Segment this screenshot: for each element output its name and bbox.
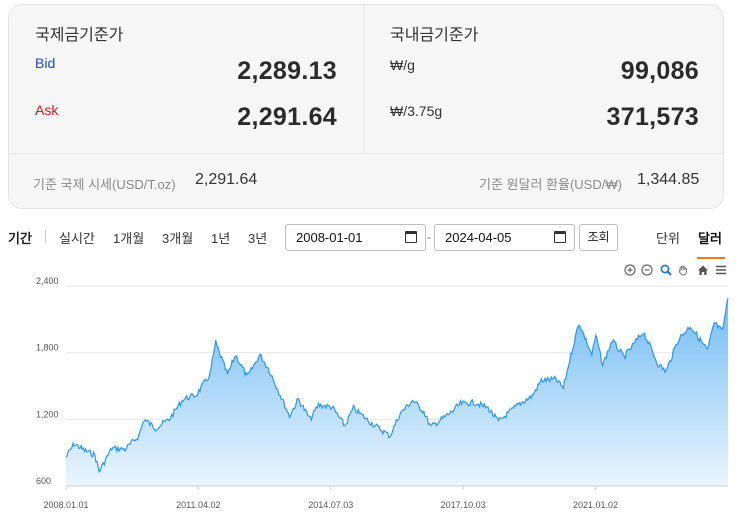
international-title: 국제금기준가 <box>35 27 124 44</box>
bid-label: Bid <box>35 55 56 71</box>
x-tick-label: 2014.07.03 <box>308 500 353 510</box>
fx-reference-label: 기준 원달러 환율(USD/₩) <box>479 177 622 192</box>
start-date-value: 2008-01-01 <box>296 230 363 245</box>
pan-hand-icon[interactable] <box>677 264 689 276</box>
period-1month-button[interactable]: 1개월 <box>113 231 145 246</box>
bid-value: 2,289.13 <box>237 57 337 85</box>
period-title: 기간 <box>8 231 32 246</box>
zoom-out-icon[interactable] <box>641 264 653 276</box>
zoom-in-icon[interactable] <box>624 264 636 276</box>
y-tick-label: 2,400 <box>36 276 59 286</box>
per-gram-value: 99,086 <box>620 57 699 85</box>
y-tick-label: 600 <box>36 476 51 486</box>
chart-toolbar <box>624 264 734 278</box>
intl-reference-label: 기준 국제 시세(USD/T.oz) <box>33 177 176 192</box>
price-summary-card: 국제금기준가 Bid 2,289.13 Ask 2,291.64 국내금기준가 … <box>8 4 724 209</box>
international-price-panel: 국제금기준가 Bid 2,289.13 Ask 2,291.64 <box>9 5 364 153</box>
start-date-input[interactable]: 2008-01-01 <box>285 224 426 251</box>
x-tick-label: 2017.10.03 <box>441 500 486 510</box>
menu-icon[interactable] <box>715 264 727 276</box>
unit-title: 단위 <box>656 231 680 246</box>
search-button[interactable]: 조회 <box>579 224 618 251</box>
fx-reference-value: 1,344.85 <box>637 171 700 188</box>
period-3month-button[interactable]: 3개월 <box>162 231 194 246</box>
calendar-icon[interactable] <box>554 231 566 243</box>
period-selector: 기간 실시간 1개월 3개월 1년 3년 2008-01-01 - 2024-0… <box>0 218 743 259</box>
intl-reference-value: 2,291.64 <box>195 171 258 188</box>
home-icon[interactable] <box>697 264 709 276</box>
end-date-input[interactable]: 2024-04-05 <box>434 224 575 251</box>
ask-label: Ask <box>35 102 59 118</box>
price-line <box>65 298 729 474</box>
per-gram-label: ₩/g <box>390 57 415 73</box>
active-tab-indicator <box>697 257 725 259</box>
x-tick-label: 2008.01.01 <box>43 500 88 510</box>
divider <box>45 230 46 243</box>
y-tick-label: 1,200 <box>36 409 59 419</box>
period-3year-button[interactable]: 3년 <box>248 231 268 246</box>
x-tick-label: 2011.04.02 <box>176 500 220 510</box>
reference-rates-footer: 기준 국제 시세(USD/T.oz) 2,291.64 기준 원달러 환율(US… <box>9 153 723 208</box>
domestic-title: 국내금기준가 <box>390 27 479 44</box>
domestic-price-panel: 국내금기준가 ₩/g 99,086 ₩/3.75g 371,573 <box>364 5 723 153</box>
per-don-value: 371,573 <box>606 103 699 131</box>
x-axis: 2008.01.01 2011.04.02 2014.07.03 2017.10.03… <box>43 485 728 510</box>
per-don-label: ₩/3.75g <box>390 103 443 119</box>
y-tick-label: 1,800 <box>36 343 59 353</box>
y-axis: 600 1,200 1,800 2,400 <box>36 276 59 486</box>
end-date-value: 2024-04-05 <box>445 230 512 245</box>
unit-dollar-tab[interactable]: 달러 <box>698 231 722 246</box>
ask-value: 2,291.64 <box>237 103 337 131</box>
price-area <box>66 298 728 486</box>
x-tick-label: 2021.01.02 <box>573 500 618 510</box>
date-separator: - <box>427 230 431 244</box>
period-1year-button[interactable]: 1년 <box>211 231 231 246</box>
calendar-icon[interactable] <box>405 231 417 243</box>
period-realtime-button[interactable]: 실시간 <box>59 231 95 246</box>
magnify-icon[interactable] <box>660 264 672 276</box>
